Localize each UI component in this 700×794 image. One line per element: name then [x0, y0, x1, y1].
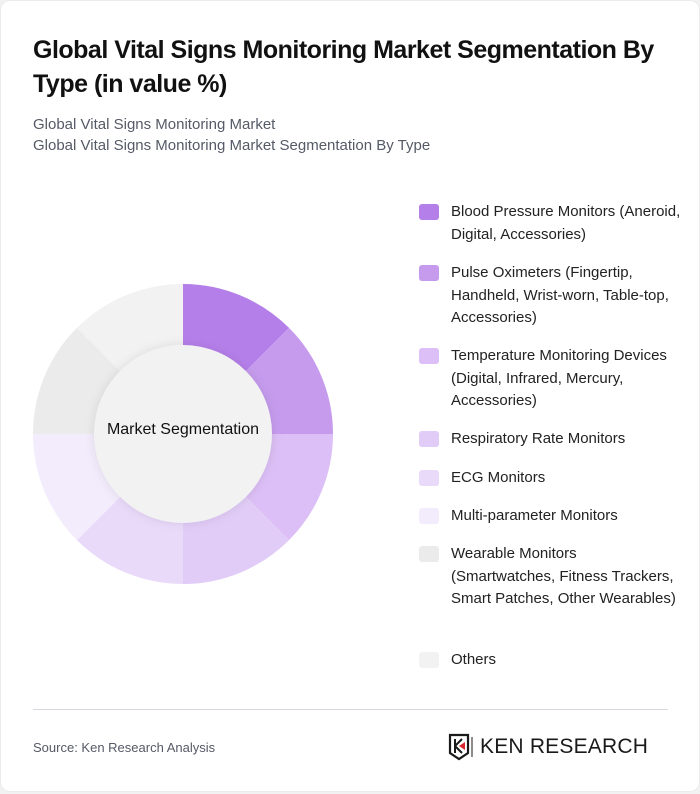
subtitle-line-2: Global Vital Signs Monitoring Market Seg…: [33, 137, 431, 154]
legend-label: Wearable Monitors (Smartwatches, Fitness…: [451, 545, 676, 607]
ken-research-logo: KEN RESEARCH: [448, 733, 648, 761]
legend-swatch: [419, 470, 439, 486]
legend-label: Others: [451, 651, 497, 668]
legend-label: ECG Monitors: [451, 469, 546, 486]
donut-center: [94, 345, 272, 523]
logo-text: KEN RESEARCH: [480, 735, 649, 758]
footer-divider: [33, 709, 668, 710]
ken-research-logo-icon: [448, 733, 473, 761]
legend-swatch: [419, 265, 439, 281]
legend-label: Blood Pressure Monitors (Aneroid, Digita…: [451, 203, 681, 243]
source-note: Source: Ken Research Analysis: [33, 740, 216, 755]
center-label: Market Segmentation: [106, 421, 260, 438]
legend-label: Pulse Oximeters (Fingertip, Handheld, Wr…: [451, 264, 669, 326]
legend-swatch: [419, 508, 439, 524]
legend-swatch: [419, 546, 439, 562]
chart-title: Global Vital Signs Monitoring Market Seg…: [33, 36, 654, 98]
legend-swatch: [419, 652, 439, 668]
legend-swatch: [419, 348, 439, 364]
legend-swatch: [419, 204, 439, 220]
legend-label: Temperature Monitoring Devices (Digital,…: [451, 347, 667, 409]
chart-subtitle: Global Vital Signs Monitoring Market Glo…: [33, 114, 673, 156]
legend-swatch: [419, 431, 439, 447]
donut-chart: [33, 284, 333, 584]
legend-label: Multi-parameter Monitors: [451, 507, 618, 524]
subtitle-line-1: Global Vital Signs Monitoring Market: [33, 116, 276, 133]
legend-label: Respiratory Rate Monitors: [451, 430, 626, 447]
